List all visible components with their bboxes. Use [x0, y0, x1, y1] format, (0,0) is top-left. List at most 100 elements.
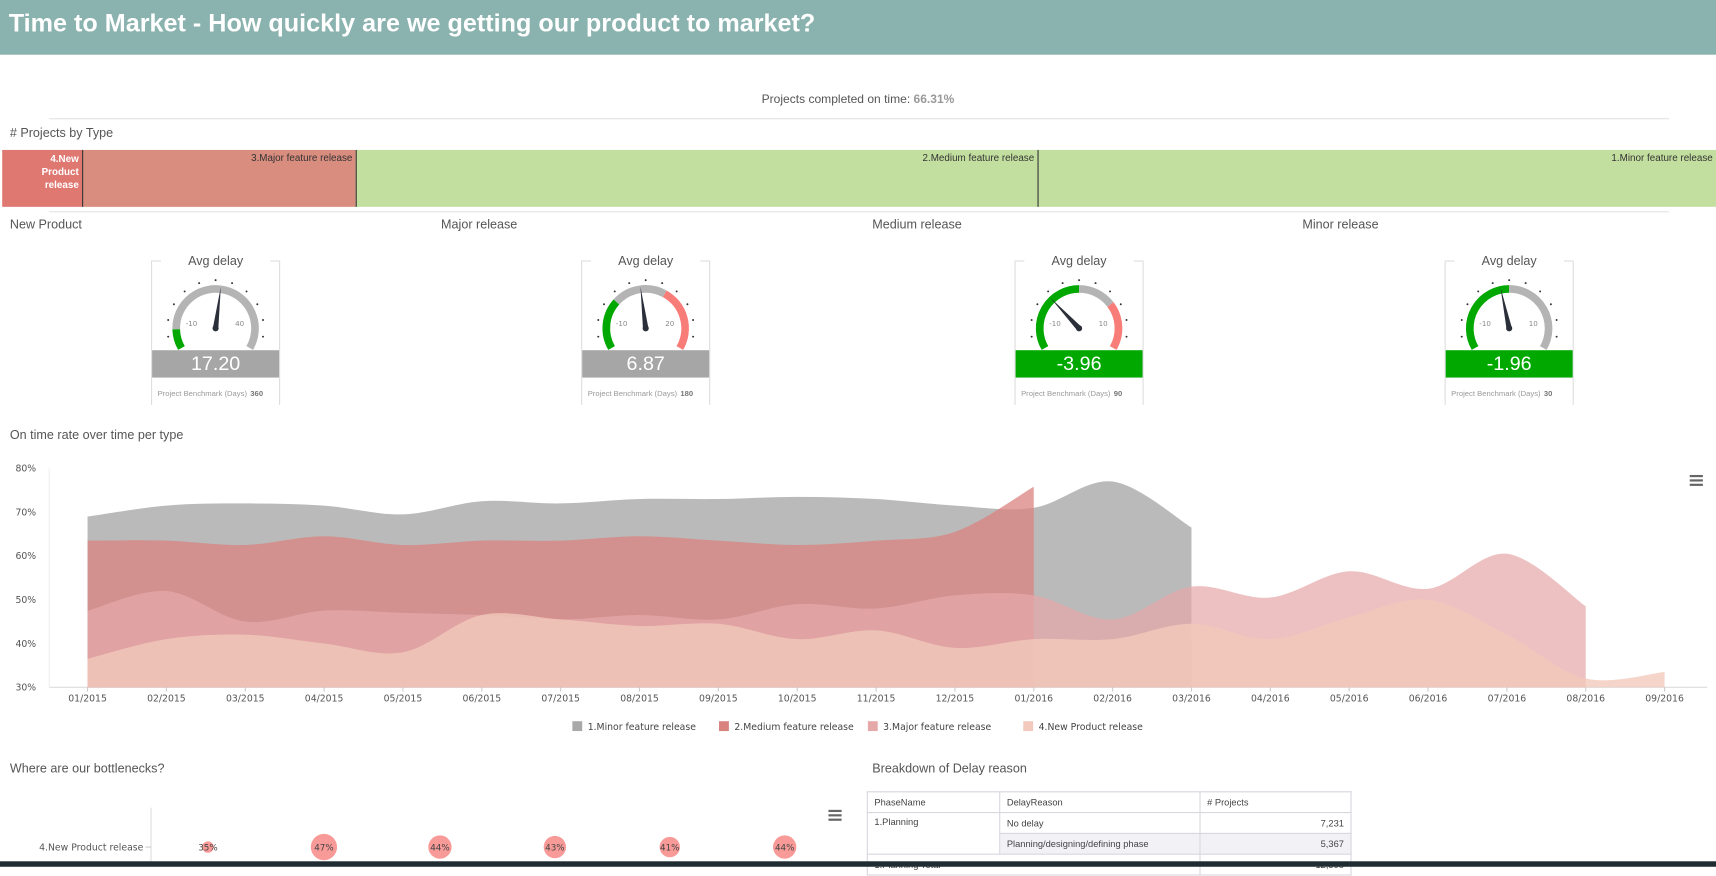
bubble[interactable]	[659, 836, 680, 858]
avg-delay-gauge: Avg delay 17.20 Project Benchmark (Days)…	[151, 255, 281, 405]
x-tick-label: 02/2015	[147, 694, 186, 705]
x-tick-label: 06/2015	[462, 694, 501, 705]
gauge-tick	[1466, 303, 1469, 306]
bubble-menu-icon[interactable]	[828, 809, 842, 823]
gauge-tick	[262, 335, 265, 338]
legend-item[interactable]: 4.New Product release	[1039, 722, 1144, 733]
gauge-tick	[1094, 282, 1097, 285]
bubble-label: 47%	[314, 843, 333, 853]
on-time-area-chart: 30% 40% 50% 60% 70% 80% 01/2015 02/2015 03/2015 0…	[15, 464, 1708, 733]
divider	[49, 211, 1669, 213]
gauge-tick	[214, 279, 217, 282]
legend-swatch[interactable]	[1023, 721, 1034, 732]
divider	[49, 118, 1669, 120]
tile-label: 1.Minor feature release	[1611, 152, 1713, 164]
gauge-tick	[1030, 318, 1033, 321]
gauge-tick	[245, 290, 248, 293]
gauge-value: 6.87	[582, 350, 710, 378]
gauge-tick	[661, 282, 664, 285]
x-tick-label: 08/2016	[1566, 694, 1605, 705]
gauge-tick	[1109, 290, 1112, 293]
treemap-tile-medium[interactable]: 2.Medium feature release	[355, 149, 1038, 207]
gauge-tick	[597, 318, 600, 321]
y-tick-label: 30%	[15, 683, 36, 694]
legend-swatch[interactable]	[719, 721, 729, 732]
gauge-title: Avg delay	[188, 254, 244, 269]
bubble[interactable]	[202, 841, 214, 853]
table-row: 1.Planning No delay 7,231	[866, 812, 1352, 855]
benchmark-value: 90	[1113, 390, 1123, 399]
avg-delay-gauge: Avg delay -1.96 Project Benchmark (Days)…	[1444, 255, 1574, 405]
gauge-tick	[167, 335, 170, 338]
gauge-dial: -10 20	[597, 279, 695, 350]
gauge-section-title: Medium release	[872, 218, 962, 233]
legend-item[interactable]: 3.Major feature release	[883, 722, 991, 733]
legend-item[interactable]: 2.Medium feature release	[734, 722, 854, 733]
gauge-max-label: 10	[1099, 319, 1109, 328]
gauge-max-label: 10	[1529, 319, 1539, 328]
bubble[interactable]	[543, 835, 567, 859]
gauge-needle	[640, 287, 649, 329]
gauge-tick	[172, 303, 175, 306]
bubble[interactable]	[773, 835, 797, 859]
cell-count: 7,231	[1199, 812, 1352, 834]
gauge-tick	[692, 335, 695, 338]
gauge-footer: Project Benchmark (Days) 90	[1021, 391, 1122, 399]
col-header-count[interactable]: # Projects	[1199, 791, 1352, 814]
x-tick-label: 04/2016	[1251, 694, 1290, 705]
avg-delay-gauge: Avg delay 6.87 Project Benchmark (Days) 1…	[581, 255, 711, 405]
bubble[interactable]	[310, 833, 338, 861]
gauge-tick	[1078, 279, 1081, 282]
gauge-max-label: 40	[235, 319, 245, 328]
gauge-tick	[603, 303, 605, 306]
cell-reason: Planning/designing/defining phase	[999, 832, 1201, 855]
bubble-label: 44%	[430, 843, 449, 853]
gauge-tick	[1508, 279, 1511, 282]
benchmark-label: Project Benchmark (Days)	[157, 390, 248, 399]
x-tick-label: 05/2016	[1330, 694, 1369, 705]
treemap-tile-minor[interactable]: 1.Minor feature release	[1037, 149, 1716, 207]
kpi-on-time: Projects completed on time: 66.31%	[0, 93, 1716, 106]
chart-menu-icon[interactable]	[1689, 474, 1703, 488]
tile-label: 3.Major feature release	[251, 152, 353, 164]
gauge-tick	[1477, 290, 1480, 293]
gauge-footer: Project Benchmark (Days) 360	[158, 391, 263, 399]
bubble-label: 43%	[545, 843, 564, 853]
benchmark-label: Project Benchmark (Days)	[1451, 390, 1541, 399]
benchmark-value: 30	[1543, 390, 1553, 399]
chart-title: On time rate over time per type	[9, 429, 184, 443]
gauge-tick	[1555, 318, 1558, 321]
gauge-dial: -10 10	[1460, 279, 1558, 350]
area-series-4[interactable]	[87, 599, 1665, 688]
gauge-band	[1465, 285, 1510, 350]
gauge-tick	[1125, 318, 1128, 321]
gauge-section-title: New Product	[9, 218, 82, 233]
y-tick-label: 50%	[15, 595, 36, 606]
gauge-band	[602, 299, 620, 350]
gauge-min-label: -10	[186, 319, 198, 328]
col-header-reason[interactable]: DelayReason	[999, 791, 1201, 814]
legend-item[interactable]: 1.Minor feature release	[588, 722, 697, 733]
gauge-tick	[1460, 318, 1463, 321]
legend-swatch[interactable]	[572, 721, 583, 732]
gauge-pivot	[1076, 325, 1083, 332]
gauge-band	[1107, 302, 1123, 350]
cell-count: 5,367	[1199, 832, 1352, 855]
gauge-min-label: -10	[1479, 319, 1491, 328]
benchmark-value: 180	[680, 390, 694, 399]
bubble-label: 35%	[198, 843, 217, 853]
treemap-tile-major[interactable]: 3.Major feature release	[82, 149, 356, 207]
y-tick-label: 80%	[15, 464, 36, 475]
gauge-band	[172, 328, 185, 350]
legend-swatch[interactable]	[867, 721, 878, 732]
bubble-label: 41%	[660, 843, 679, 853]
gauge-tick	[1460, 335, 1463, 338]
gauge-tick	[1555, 335, 1558, 338]
gauge-tick	[231, 282, 234, 285]
col-header-phase[interactable]: PhaseName	[866, 791, 1001, 814]
treemap-tile-new-product[interactable]: 4.New Product release	[2, 149, 83, 207]
gauge-footer: Project Benchmark (Days) 30	[1451, 391, 1552, 399]
page-title: Time to Market - How quickly are we gett…	[8, 8, 816, 38]
bubble[interactable]	[428, 835, 452, 859]
gauge-tick	[644, 279, 647, 282]
